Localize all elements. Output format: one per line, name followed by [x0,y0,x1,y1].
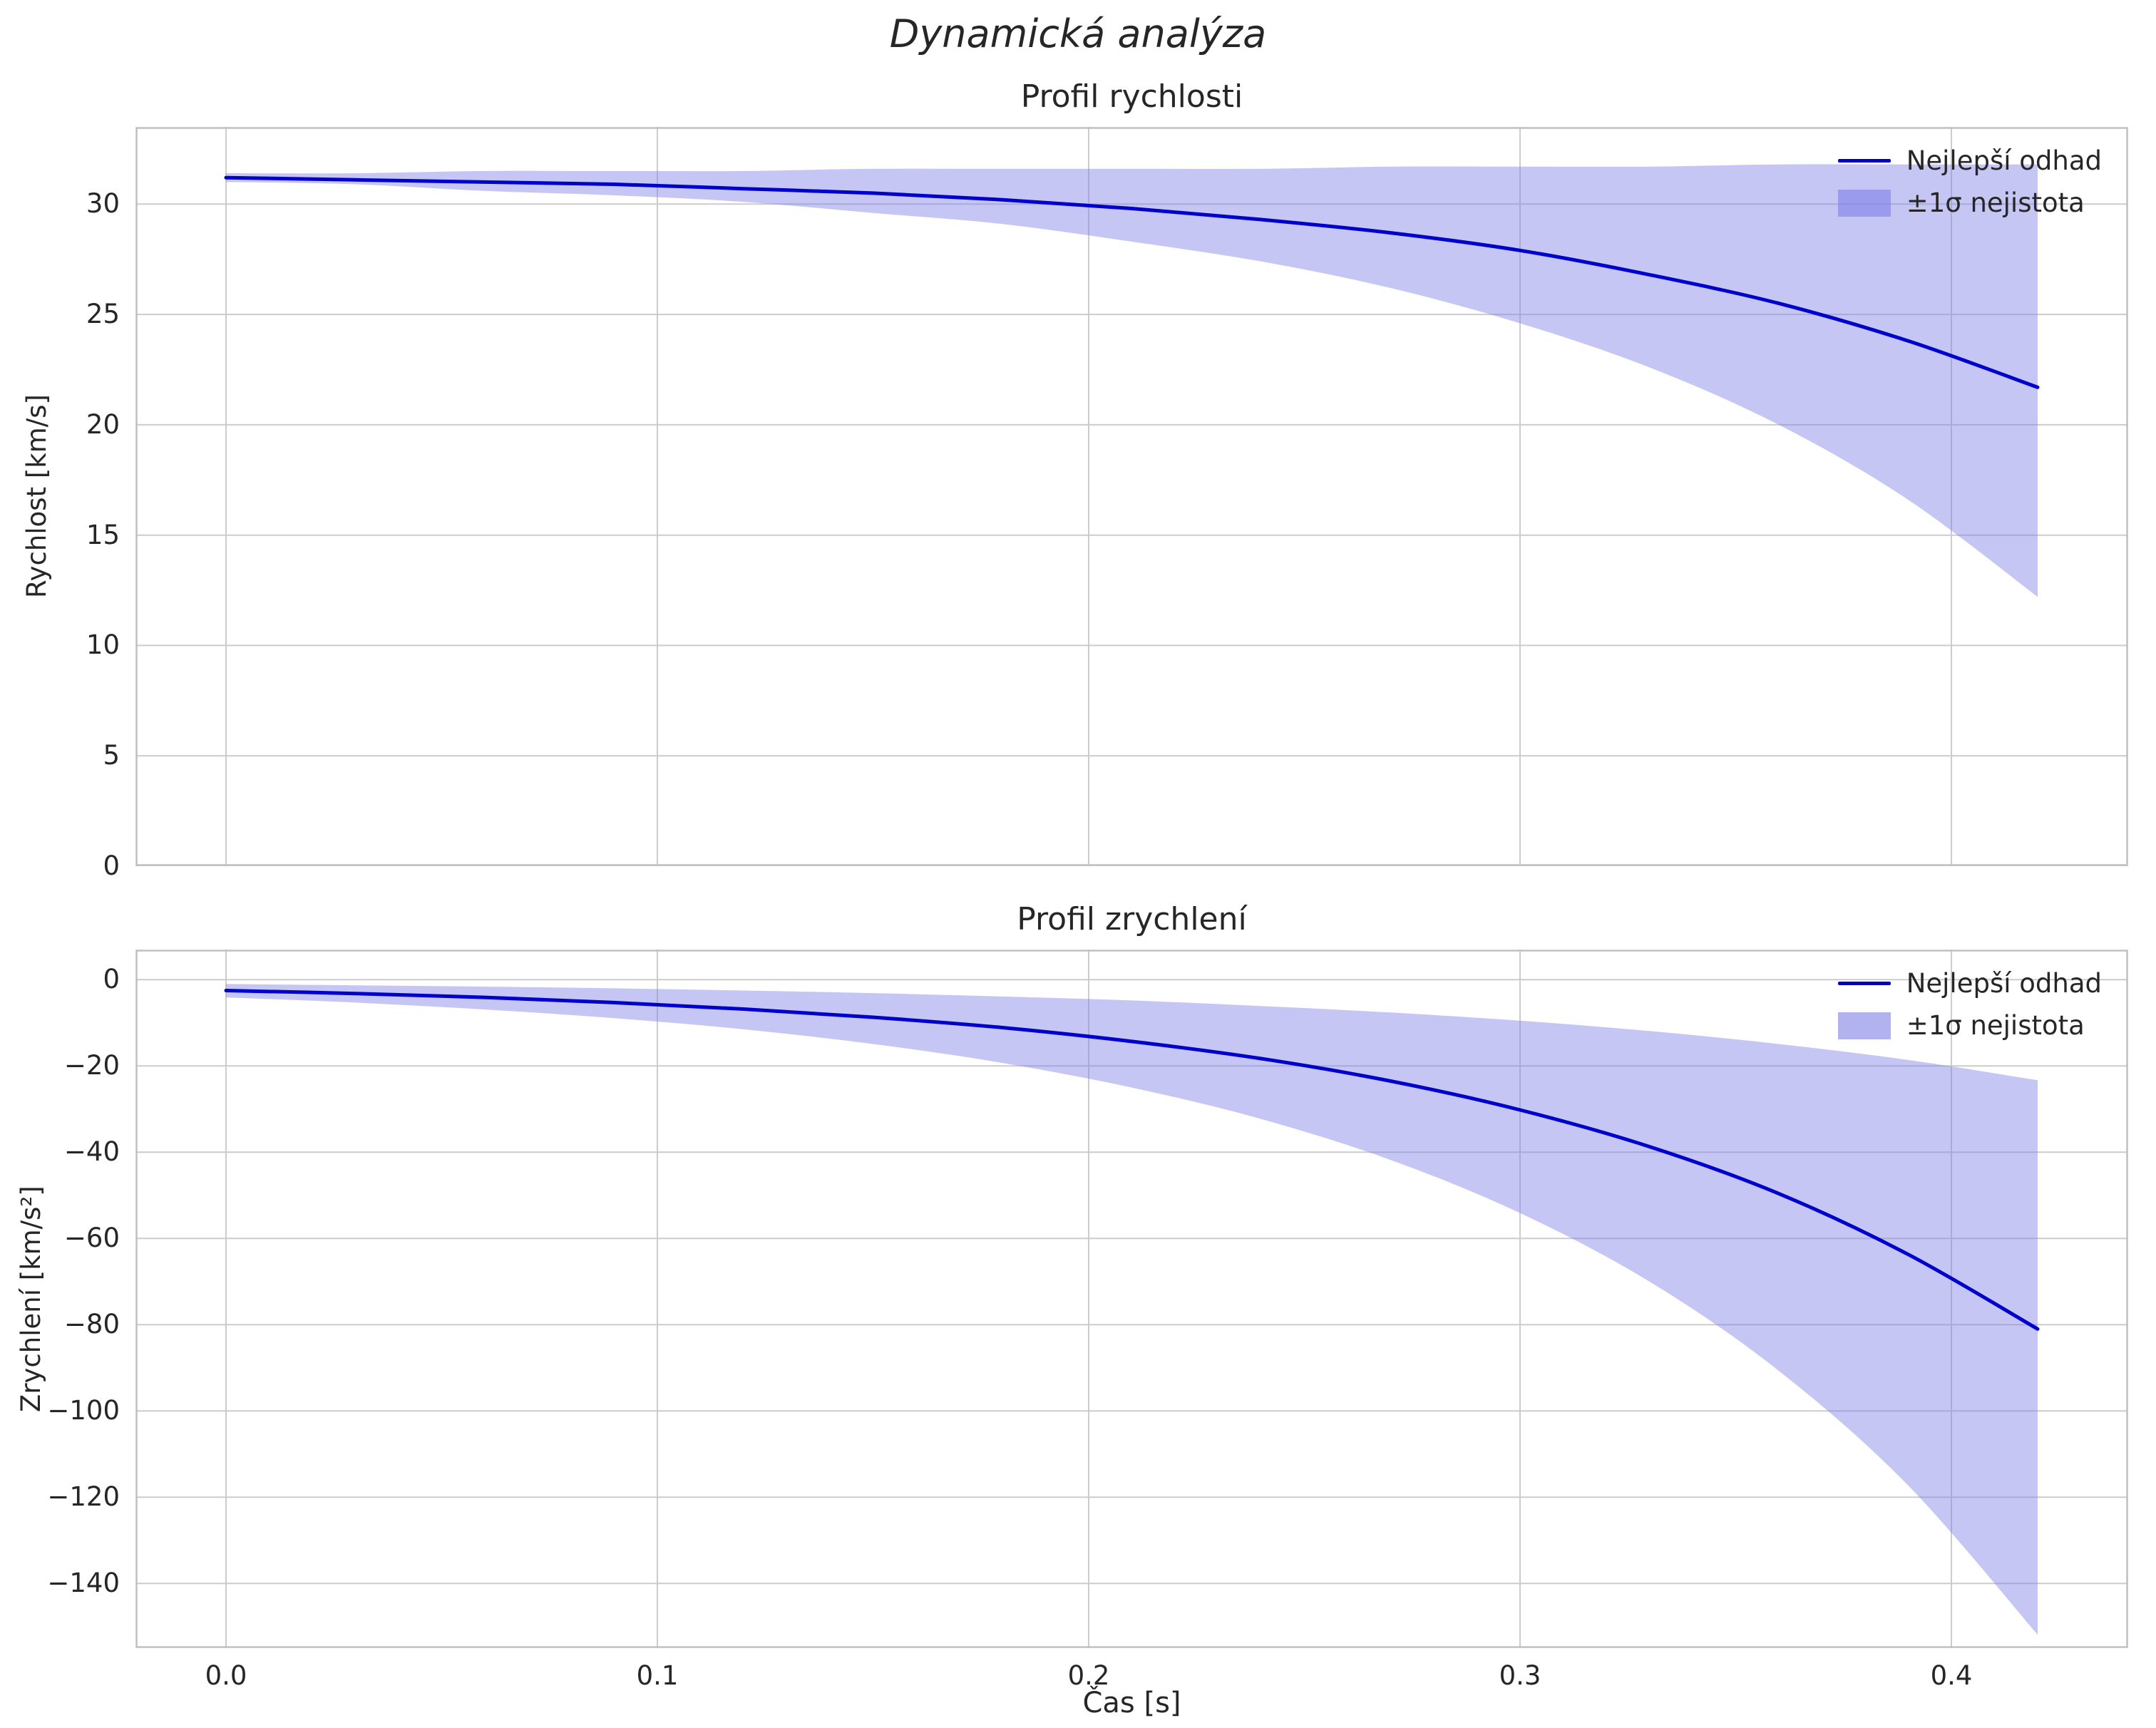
y-tick-label: 15 [86,519,120,550]
legend-line-label: Nejlepší odhad [1906,968,2102,999]
velocity-plot-title: Profil rychlosti [1020,78,1243,115]
figure-title: Dynamická analýza [889,11,1267,56]
uncertainty-band-swatch [1837,189,1891,217]
best-estimate-line [224,175,2040,389]
x-tick-label: 0.0 [205,1660,247,1691]
x-tick-label: 0.3 [1499,1660,1541,1691]
best-estimate-line-swatch [1837,159,1891,163]
velocity-plot-canvas [135,127,2128,866]
x-tick-label: 0.1 [636,1660,679,1691]
y-tick-label: 0 [103,850,120,881]
y-tick-label: 10 [86,629,120,661]
legend-item-line: Nejlepší odhad [1837,145,2102,176]
uncertainty-band-swatch [1837,1012,1891,1039]
legend-item-band: ±1σ nejistota [1837,1010,2085,1041]
legend-item-band: ±1σ nejistota [1837,187,2085,218]
y-tick-label: −100 [47,1395,120,1426]
acceleration-legend: Nejlepší odhad ±1σ nejistota [1837,968,2102,1041]
y-tick-label: −60 [63,1223,120,1254]
best-estimate-line [224,989,2040,1331]
legend-line-swatch-box [1837,982,1891,985]
velocity-legend: Nejlepší odhad ±1σ nejistota [1837,145,2102,218]
x-tick-label: 0.2 [1067,1660,1110,1691]
best-estimate-line-swatch [1837,982,1891,985]
legend-item-line: Nejlepší odhad [1837,968,2102,999]
legend-band-swatch-box [1837,1012,1891,1039]
acceleration-plot-canvas [135,950,2128,1648]
y-tick-label: 0 [103,964,120,995]
y-tick-label: 30 [86,188,120,220]
y-tick-label: −40 [63,1136,120,1168]
x-axis-label: Čas [s] [1082,1687,1181,1719]
y-tick-label: 5 [103,740,120,771]
legend-band-label: ±1σ nejistota [1906,1010,2085,1041]
y-tick-label: −140 [47,1568,120,1599]
axes-spine [135,127,2128,866]
axes-spine [135,950,2128,1648]
uncertainty-band [226,164,2038,597]
legend-band-label: ±1σ nejistota [1906,187,2085,218]
y-tick-label: 20 [86,408,120,440]
uncertainty-band [226,984,2038,1635]
x-tick-label: 0.4 [1930,1660,1973,1691]
legend-band-swatch-box [1837,189,1891,217]
legend-line-label: Nejlepší odhad [1906,145,2102,176]
acceleration-plot-title: Profil zrychlení [1017,901,1247,937]
y-tick-label: 25 [86,299,120,330]
y-tick-label: −80 [63,1309,120,1340]
y-tick-label: −120 [47,1481,120,1513]
legend-line-swatch-box [1837,159,1891,163]
y-tick-label: −20 [63,1050,120,1081]
